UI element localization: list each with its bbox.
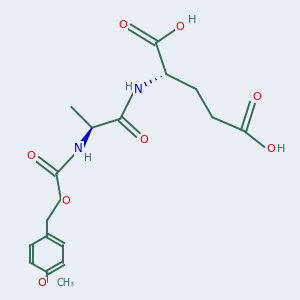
Text: H: H [188, 15, 196, 25]
Text: O: O [253, 92, 261, 102]
Text: O: O [118, 20, 127, 30]
Polygon shape [76, 128, 92, 152]
Text: O: O [62, 196, 70, 206]
Text: O: O [267, 144, 275, 154]
Text: H: H [125, 82, 133, 92]
Text: CH₃: CH₃ [57, 278, 75, 288]
Text: N: N [134, 82, 142, 96]
Text: H: H [84, 153, 92, 163]
Text: N: N [74, 142, 83, 155]
Text: O: O [38, 278, 46, 288]
Text: O: O [175, 22, 184, 32]
Text: H: H [277, 143, 285, 154]
Text: O: O [27, 151, 35, 161]
Text: O: O [140, 135, 148, 145]
